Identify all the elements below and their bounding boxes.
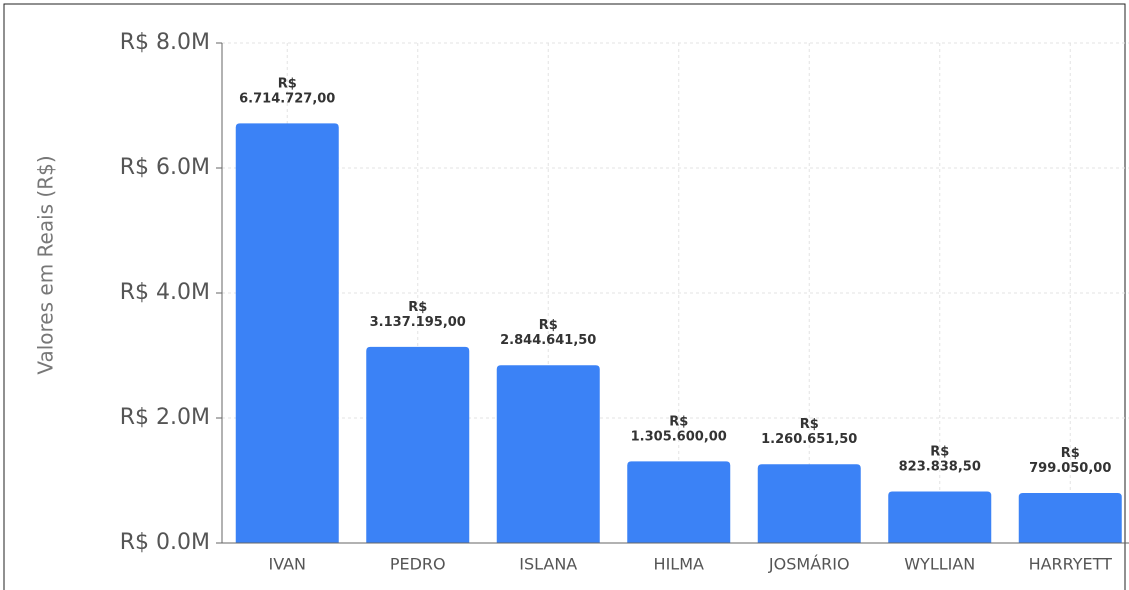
x-tick-label: PEDRO <box>390 555 446 574</box>
value-label-line: 2.844.641,50 <box>500 333 596 348</box>
bar <box>757 464 861 543</box>
value-label-line: R$ <box>669 414 688 429</box>
value-label-line: 3.137.195,00 <box>370 314 466 329</box>
x-tick-label: ISLANA <box>519 555 577 574</box>
value-label: R$ 2.844.641,50 <box>500 318 596 348</box>
frame <box>3 3 1126 590</box>
bar <box>366 346 470 543</box>
value-label: R$ 1.305.600,00 <box>631 414 727 444</box>
value-label: R$ 3.137.195,00 <box>370 299 466 329</box>
value-label: R$ 6.714.727,00 <box>239 76 335 106</box>
bar <box>496 365 600 543</box>
value-label: R$ 823.838,50 <box>899 444 981 474</box>
bar <box>235 123 339 543</box>
y-axis-label: Valores em Reais (R$) <box>34 155 58 374</box>
value-label-line: R$ <box>800 417 819 432</box>
y-tick-label: R$ 2.0M <box>120 405 210 430</box>
y-tick-label: R$ 6.0M <box>120 155 210 180</box>
bar <box>1018 493 1122 543</box>
x-tick-label: IVAN <box>268 555 306 574</box>
bar <box>888 491 992 543</box>
y-tick-label: R$ 8.0M <box>120 30 210 55</box>
value-label-line: 823.838,50 <box>899 459 981 474</box>
x-tick-label: HARRYETT <box>1029 555 1113 574</box>
value-label-line: 6.714.727,00 <box>239 91 335 106</box>
value-label: R$ 1.260.651,50 <box>761 417 857 447</box>
x-tick-label: HILMA <box>654 555 704 574</box>
y-tick-label: R$ 0.0M <box>120 530 210 555</box>
value-label-line: R$ <box>278 76 297 91</box>
value-label-line: R$ <box>408 299 427 314</box>
y-tick-label: R$ 4.0M <box>120 280 210 305</box>
value-label-line: 799.050,00 <box>1029 461 1111 476</box>
value-label-line: R$ <box>1061 446 1080 461</box>
bar <box>627 461 731 543</box>
value-label-line: 1.305.600,00 <box>631 429 727 444</box>
x-tick-label: WYLLIAN <box>904 555 975 574</box>
x-tick-label: JOSMÁRIO <box>768 555 850 574</box>
value-label-line: R$ <box>930 444 949 459</box>
value-label: R$ 799.050,00 <box>1029 446 1111 476</box>
value-label-line: R$ <box>539 318 558 333</box>
value-label-line: 1.260.651,50 <box>761 432 857 447</box>
